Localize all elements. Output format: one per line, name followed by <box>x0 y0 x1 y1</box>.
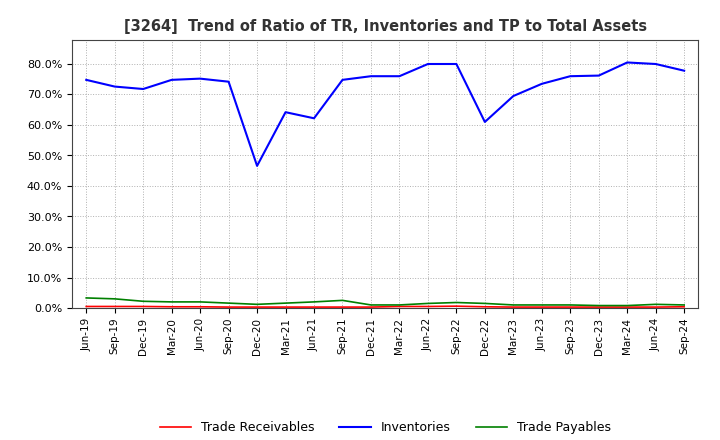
Inventories <box>652 61 660 66</box>
Trade Receivables <box>652 304 660 310</box>
Trade Payables <box>452 300 461 305</box>
Trade Receivables <box>366 304 375 310</box>
Trade Receivables <box>566 304 575 310</box>
Inventories <box>82 77 91 82</box>
Inventories <box>282 110 290 115</box>
Trade Receivables <box>423 304 432 309</box>
Inventories <box>537 81 546 87</box>
Trade Receivables <box>680 304 688 309</box>
Inventories <box>423 61 432 66</box>
Inventories <box>623 60 631 65</box>
Trade Payables <box>423 301 432 306</box>
Trade Receivables <box>196 304 204 309</box>
Trade Receivables <box>82 304 91 309</box>
Inventories <box>253 163 261 169</box>
Trade Payables <box>82 295 91 301</box>
Trade Payables <box>652 302 660 307</box>
Trade Payables <box>196 299 204 304</box>
Trade Payables <box>595 303 603 308</box>
Trade Receivables <box>537 304 546 310</box>
Trade Payables <box>366 302 375 308</box>
Trade Receivables <box>167 304 176 309</box>
Inventories <box>310 116 318 121</box>
Inventories <box>167 77 176 82</box>
Inventories <box>196 76 204 81</box>
Inventories <box>139 86 148 92</box>
Trade Payables <box>338 298 347 303</box>
Inventories <box>509 93 518 99</box>
Inventories <box>480 119 489 125</box>
Trade Payables <box>253 302 261 307</box>
Line: Inventories: Inventories <box>86 62 684 166</box>
Trade Payables <box>225 301 233 306</box>
Trade Receivables <box>595 304 603 310</box>
Trade Payables <box>680 302 688 308</box>
Title: [3264]  Trend of Ratio of TR, Inventories and TP to Total Assets: [3264] Trend of Ratio of TR, Inventories… <box>124 19 647 34</box>
Trade Receivables <box>480 304 489 309</box>
Trade Payables <box>566 302 575 308</box>
Trade Receivables <box>338 304 347 310</box>
Inventories <box>566 73 575 79</box>
Inventories <box>452 61 461 66</box>
Trade Receivables <box>282 304 290 310</box>
Inventories <box>110 84 119 89</box>
Trade Payables <box>110 296 119 301</box>
Trade Payables <box>167 299 176 304</box>
Legend: Trade Receivables, Inventories, Trade Payables: Trade Receivables, Inventories, Trade Pa… <box>155 416 616 439</box>
Trade Receivables <box>395 304 404 309</box>
Trade Receivables <box>509 304 518 310</box>
Trade Receivables <box>310 304 318 310</box>
Trade Receivables <box>623 304 631 310</box>
Trade Payables <box>139 299 148 304</box>
Trade Receivables <box>110 304 119 309</box>
Inventories <box>225 79 233 84</box>
Trade Payables <box>480 301 489 306</box>
Trade Receivables <box>253 304 261 310</box>
Inventories <box>680 68 688 73</box>
Trade Payables <box>310 299 318 304</box>
Trade Payables <box>282 301 290 306</box>
Trade Receivables <box>452 304 461 309</box>
Inventories <box>595 73 603 78</box>
Line: Trade Receivables: Trade Receivables <box>86 306 684 307</box>
Inventories <box>338 77 347 82</box>
Trade Receivables <box>139 304 148 309</box>
Inventories <box>366 73 375 79</box>
Line: Trade Payables: Trade Payables <box>86 298 684 305</box>
Trade Payables <box>623 303 631 308</box>
Trade Payables <box>537 302 546 308</box>
Trade Payables <box>395 302 404 308</box>
Inventories <box>395 73 404 79</box>
Trade Payables <box>509 302 518 308</box>
Trade Receivables <box>225 304 233 310</box>
